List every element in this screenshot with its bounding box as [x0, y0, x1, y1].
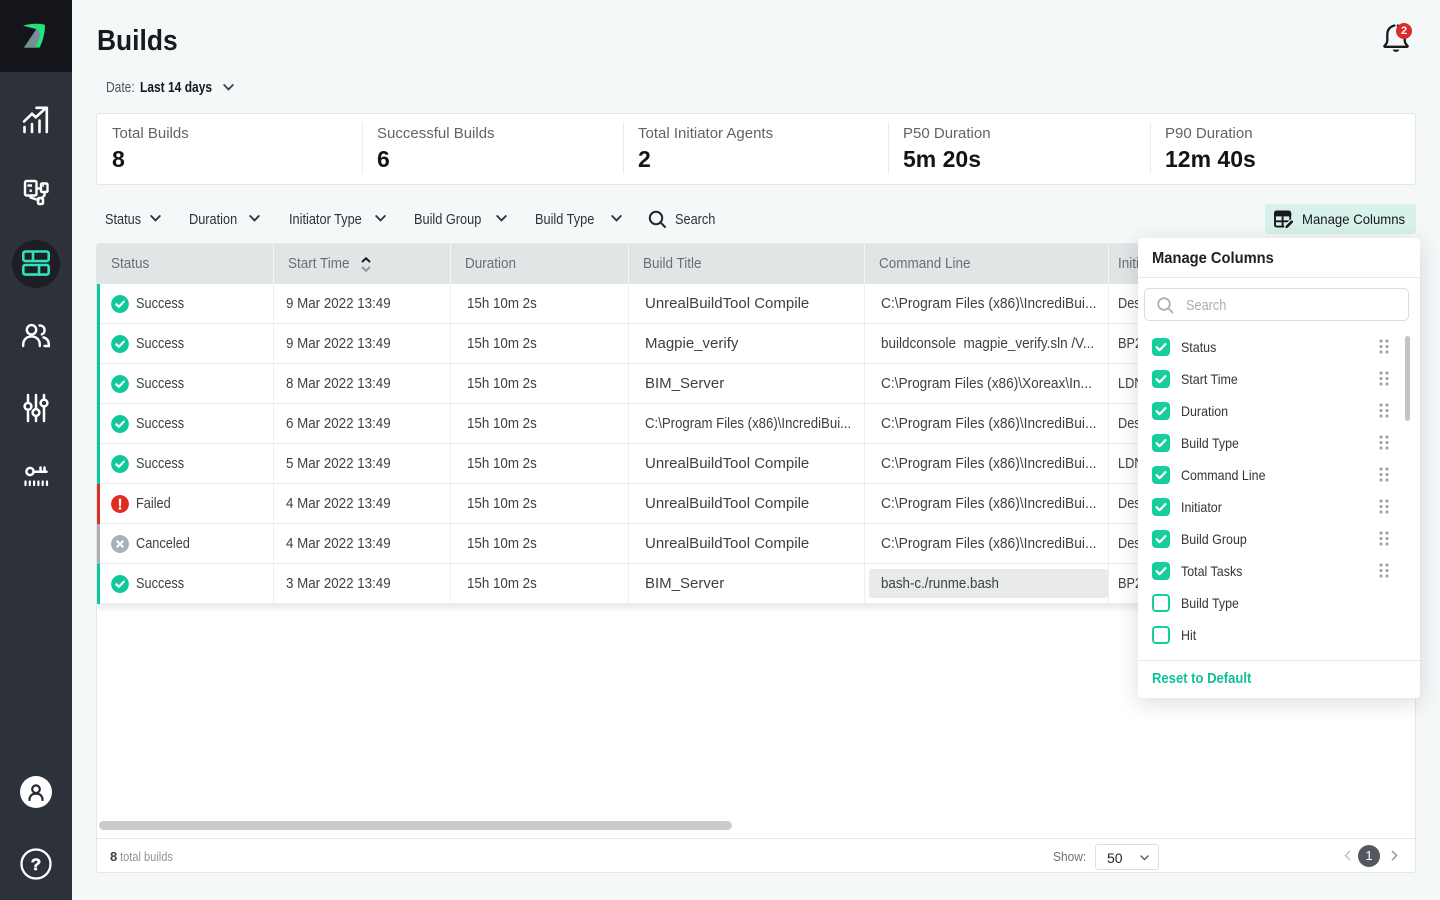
svg-text:?: ?: [31, 855, 41, 874]
